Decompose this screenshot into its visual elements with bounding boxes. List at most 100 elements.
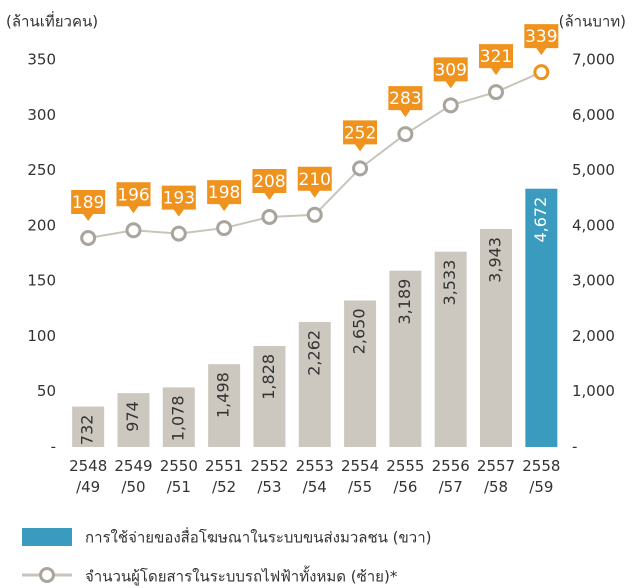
value-callout — [252, 169, 287, 201]
bar — [298, 321, 331, 447]
value-callout — [161, 185, 196, 217]
bar-value-label: 3,189 — [395, 279, 414, 325]
y2-axis-label: (ล้านบาท) — [559, 13, 626, 31]
bar — [162, 387, 195, 447]
y2-tick-label: - — [572, 438, 577, 456]
x-tick-label-line: 2557 — [477, 457, 515, 475]
x-tick-label: 2558/59 — [522, 457, 560, 496]
line-marker — [170, 225, 187, 242]
bar-value-label: 2,262 — [304, 330, 323, 376]
line-value-label: 321 — [480, 47, 512, 67]
x-tick-label-line: 2549 — [114, 457, 152, 475]
x-tick-label-line: /58 — [484, 478, 508, 496]
line-marker — [352, 160, 369, 177]
line-value-label: 208 — [253, 172, 285, 192]
x-tick-label: 2557/58 — [477, 457, 515, 496]
x-tick-label: 2551/52 — [205, 457, 243, 496]
value-callout — [524, 24, 559, 56]
bar-value-label: 3,533 — [440, 260, 459, 306]
legend-label: จำนวนผู้โดยสารในระบบรถไฟฟ้าทั้งหมด (ซ้าย… — [85, 566, 398, 586]
bar-value-label: 1,498 — [214, 372, 233, 418]
x-tick-label: 2548/49 — [69, 457, 107, 496]
legend-swatch — [39, 567, 55, 583]
line-marker — [488, 84, 505, 101]
x-tick-label-line: /57 — [439, 478, 463, 496]
x-tick-label-line: /51 — [167, 478, 191, 496]
y-tick-label: - — [51, 438, 56, 456]
value-callout — [479, 44, 514, 76]
y2-tick-label: 6,000 — [572, 106, 615, 124]
x-tick-label: 2554/55 — [341, 457, 379, 496]
bar — [525, 188, 558, 447]
x-tick-label-line: 2548 — [69, 457, 107, 475]
value-callout — [343, 120, 378, 152]
line-value-label: 189 — [72, 193, 104, 213]
y-tick-label: 300 — [27, 106, 56, 124]
value-callout — [116, 182, 151, 214]
line-marker — [216, 220, 233, 237]
y-tick-label: 100 — [27, 327, 56, 345]
bar-value-label: 974 — [123, 401, 142, 432]
y2-tick-label: 1,000 — [572, 382, 615, 400]
bar — [117, 393, 150, 447]
bar — [208, 364, 241, 447]
line-value-label: 339 — [525, 27, 557, 47]
value-callout — [388, 86, 423, 118]
value-callout — [433, 57, 468, 89]
x-tick-label-line: /50 — [121, 478, 145, 496]
bar — [72, 406, 105, 447]
x-tick-label-line: 2552 — [250, 457, 288, 475]
y-tick-label: 350 — [27, 51, 56, 69]
bar-value-label: 1,078 — [168, 395, 187, 441]
bar-value-label: 3,943 — [486, 237, 505, 283]
line-marker — [125, 222, 142, 239]
x-tick-label-line: 2554 — [341, 457, 379, 475]
line-marker — [533, 64, 550, 81]
x-tick-label: 2556/57 — [432, 457, 470, 496]
line-value-label: 252 — [344, 123, 376, 143]
legend-swatch — [22, 528, 72, 546]
line-value-label: 283 — [389, 89, 421, 109]
x-tick-label: 2550/51 — [160, 457, 198, 496]
bar-value-label: 1,828 — [259, 354, 278, 400]
x-tick-label-line: 2551 — [205, 457, 243, 475]
y-tick-label: 150 — [27, 272, 56, 290]
x-tick-label-line: /59 — [529, 478, 553, 496]
value-callout — [71, 190, 106, 222]
y-tick-label: 250 — [27, 161, 56, 179]
bar — [253, 345, 286, 447]
x-tick-label-line: /54 — [303, 478, 327, 496]
bar — [344, 300, 377, 447]
y2-tick-label: 2,000 — [572, 327, 615, 345]
x-tick-label-line: /56 — [393, 478, 417, 496]
x-tick-label-line: 2550 — [160, 457, 198, 475]
y2-tick-label: 5,000 — [572, 161, 615, 179]
value-callout — [297, 166, 332, 198]
line-marker — [80, 230, 97, 247]
x-tick-label: 2552/53 — [250, 457, 288, 496]
value-callout — [207, 180, 242, 212]
bar-value-label: 4,672 — [531, 197, 550, 243]
y-tick-label: 200 — [27, 216, 56, 234]
bar-value-label: 732 — [78, 415, 97, 446]
line-value-label: 198 — [208, 183, 240, 203]
y2-tick-label: 4,000 — [572, 216, 615, 234]
bar — [480, 229, 513, 447]
x-tick-label-line: 2555 — [386, 457, 424, 475]
line-marker — [442, 97, 459, 114]
y2-tick-label: 7,000 — [572, 51, 615, 69]
line-value-label: 196 — [117, 185, 149, 205]
x-tick-label-line: /53 — [257, 478, 281, 496]
x-tick-label-line: /52 — [212, 478, 236, 496]
x-tick-label-line: 2553 — [296, 457, 334, 475]
x-tick-label-line: /55 — [348, 478, 372, 496]
y2-tick-label: 3,000 — [572, 272, 615, 290]
line-value-label: 210 — [299, 170, 331, 190]
x-tick-label: 2555/56 — [386, 457, 424, 496]
line-value-label: 309 — [434, 60, 466, 80]
legend-label: การใช้จ่ายของสื่อโฆษณาในระบบขนส่งมวลชน (… — [85, 527, 431, 547]
bar-value-label: 2,650 — [350, 308, 369, 354]
bar — [389, 270, 422, 447]
line-marker — [397, 126, 414, 143]
